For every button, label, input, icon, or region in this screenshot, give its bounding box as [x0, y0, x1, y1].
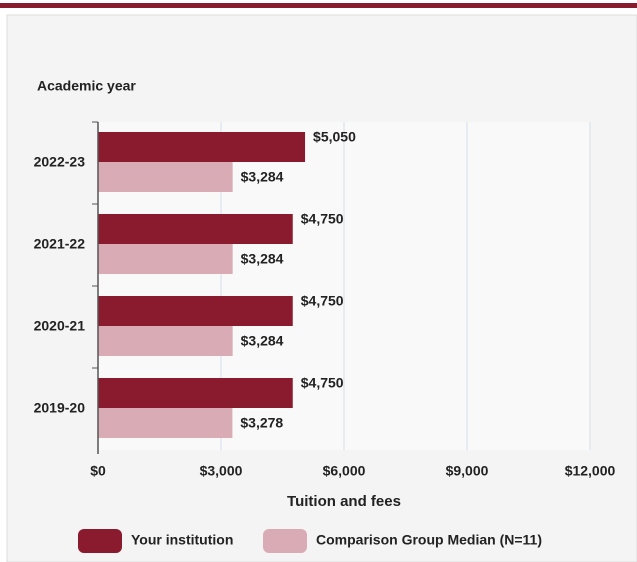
legend-label: Your institution: [131, 532, 233, 548]
data-label: $3,284: [241, 251, 284, 267]
bar: [98, 244, 233, 274]
legend-swatch: [263, 529, 307, 553]
y-tick-label: 2022-23: [34, 154, 86, 170]
data-label: $3,284: [241, 169, 284, 185]
bar: [98, 408, 233, 438]
x-tick-label: $9,000: [446, 463, 489, 479]
data-label: $4,750: [301, 211, 344, 227]
x-tick-label: $6,000: [323, 463, 366, 479]
y-tick-label: 2020-21: [34, 318, 86, 334]
y-tick-label: 2019-20: [34, 400, 86, 416]
y-axis-title: Academic year: [37, 78, 136, 94]
data-label: $5,050: [313, 129, 356, 145]
data-label: $3,284: [241, 333, 284, 349]
bar: [98, 326, 233, 356]
data-label: $3,278: [240, 415, 283, 431]
x-tick-label: $0: [90, 463, 106, 479]
top-bar: [0, 3, 637, 8]
y-tick-label: 2021-22: [34, 236, 86, 252]
x-axis-title: Tuition and fees: [287, 493, 401, 510]
bar: [98, 378, 293, 408]
bar: [98, 162, 233, 192]
data-label: $4,750: [301, 293, 344, 309]
bar: [98, 296, 293, 326]
x-tick-label: $3,000: [200, 463, 243, 479]
legend-swatch: [78, 529, 122, 553]
bar: [98, 132, 306, 162]
bar: [98, 214, 293, 244]
data-label: $4,750: [301, 375, 344, 391]
legend-label: Comparison Group Median (N=11): [316, 532, 542, 548]
x-tick-label: $12,000: [565, 463, 616, 479]
